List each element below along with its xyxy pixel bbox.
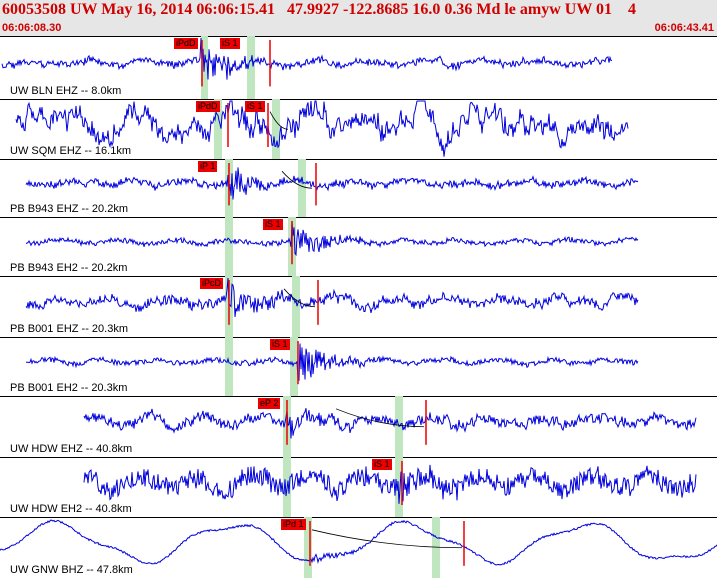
channel-panel[interactable]: iS 1 PB B001 EH2 -- 20.3km [0,337,717,397]
channel-label: UW BLN EHZ -- 8.0km [10,85,122,97]
channel-panel[interactable]: iPdD iS 1 UW SQM EHZ -- 16.1km [0,99,717,160]
arrival-curve [283,288,316,308]
analysis-window [272,99,280,159]
event-title: 60053508 UW May 16, 2014 06:06:15.41 47.… [2,1,637,18]
pick-marker[interactable]: iP 1 [198,161,218,172]
trace-canvas [0,517,717,578]
pick-marker[interactable]: iS 1 [263,219,283,230]
channel-panel[interactable]: iPcD PB B001 EHZ -- 20.3km [0,276,717,338]
channel-label: PB B001 EH2 -- 20.3km [10,382,128,394]
start-time: 06:06:08.30 [2,22,62,34]
channel-label: UW HDW EHZ -- 40.8km [10,443,133,455]
channel-panel[interactable]: iPdD iS 1 UW BLN EHZ -- 8.0km [0,36,717,100]
trace-canvas [83,457,697,517]
waveform-trace [15,100,629,157]
trace-canvas [25,337,639,396]
pick-marker[interactable]: iPd 1 [281,519,306,530]
waveform-trace [25,221,639,257]
waveform-trace [83,464,697,504]
analysis-window [395,457,403,517]
channel-label: UW SQM EHZ -- 16.1km [10,145,132,157]
seismogram-panels: iPdD iS 1 UW BLN EHZ -- 8.0km iPdD iS 1 … [0,36,717,578]
analysis-window [304,517,312,578]
waveform-trace [0,519,717,566]
pick-marker[interactable]: iPdD [174,38,198,49]
waveform-trace [1,37,613,80]
analysis-window [298,159,306,217]
waveform-trace [83,408,697,439]
channel-panel[interactable]: iS 1 PB B943 EH2 -- 20.2km [0,217,717,277]
arrival-curve [335,408,425,428]
pick-marker[interactable]: iS 1 [245,101,265,112]
analysis-window [290,337,298,396]
trace-canvas [15,99,629,159]
pick-marker[interactable]: iS 1 [270,339,290,350]
analysis-window [225,217,233,276]
channel-label: PB B943 EH2 -- 20.2km [10,262,128,274]
analysis-window [247,36,255,99]
channel-label: UW HDW EH2 -- 40.8km [10,503,132,515]
channel-panel[interactable]: iP 1 PB B943 EHZ -- 20.2km [0,159,717,218]
analysis-window [225,337,233,396]
trace-canvas [25,276,639,337]
analysis-window [292,276,300,337]
trace-canvas [25,159,639,217]
waveform-trace [25,167,639,200]
pick-marker[interactable]: iS 1 [372,459,392,470]
pick-marker[interactable]: eP 2 [258,398,281,409]
channel-panel[interactable]: iS 1 UW HDW EH2 -- 40.8km [0,457,717,518]
channel-panel[interactable]: iPd 1 UW GNW BHZ -- 47.8km [0,517,717,578]
arrival-curve [269,111,289,130]
analysis-window [214,99,222,159]
trace-canvas [25,217,639,276]
waveform-trace [25,343,639,382]
trace-canvas [1,36,613,99]
waveform-trace [25,277,639,317]
arrival-curve [281,170,313,189]
channel-panel[interactable]: eP 2 UW HDW EHZ -- 40.8km [0,396,717,458]
arrival-curve [311,529,463,549]
channel-label: UW GNW BHZ -- 47.8km [10,564,133,576]
pick-marker[interactable]: iPcD [200,278,224,289]
end-time: 06:06:43.41 [654,22,714,34]
channel-label: PB B001 EHZ -- 20.3km [10,323,128,335]
event-header: 60053508 UW May 16, 2014 06:06:15.41 47.… [0,0,717,37]
pick-marker[interactable]: iPdD [196,101,220,112]
trace-canvas [83,396,697,457]
channel-label: PB B943 EHZ -- 20.2km [10,203,128,215]
pick-marker[interactable]: iS 1 [220,38,240,49]
